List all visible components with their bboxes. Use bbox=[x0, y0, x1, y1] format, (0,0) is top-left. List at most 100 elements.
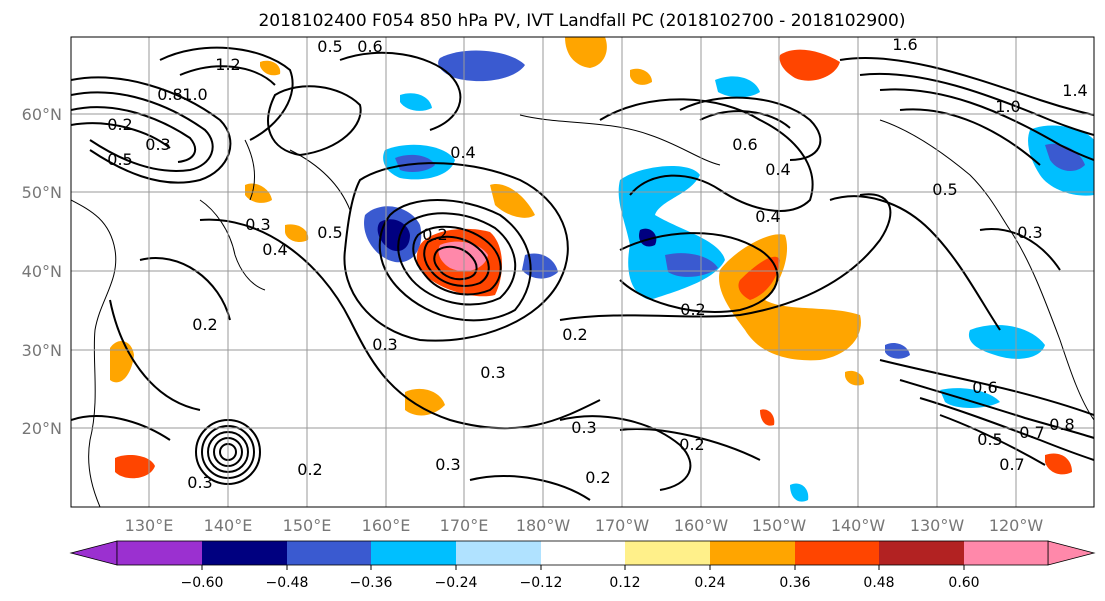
colorbar-segment bbox=[117, 541, 202, 565]
contour-18 bbox=[679, 96, 822, 161]
contour-28 bbox=[899, 379, 1094, 439]
contour-label: 0.5 bbox=[317, 223, 342, 242]
lon-label-130w: 130°W bbox=[910, 516, 965, 535]
coast-japan bbox=[199, 199, 266, 291]
contour-label: 0.3 bbox=[187, 473, 212, 492]
shade-neg-g bbox=[639, 228, 657, 247]
shade-neg-k bbox=[1045, 143, 1085, 172]
contour-label: 0.2 bbox=[679, 435, 704, 454]
shade-neg-p bbox=[885, 343, 910, 359]
contour-label: 0.7 bbox=[1019, 423, 1044, 442]
shade-pos-o bbox=[760, 409, 775, 426]
map-panel: 0.5 0.6 1.2 1.0 0.8 0.2 0.3 0.5 0.4 0.5 … bbox=[71, 35, 1094, 507]
colorbar-tick-label: 0.36 bbox=[779, 575, 810, 591]
lat-label-40n: 40°N bbox=[22, 262, 62, 281]
shade-pos-i bbox=[565, 37, 607, 68]
contour-9 bbox=[378, 199, 532, 322]
coast-asia bbox=[71, 199, 117, 507]
shade-neg-m bbox=[940, 388, 1000, 408]
contour-label: 0.2 bbox=[562, 325, 587, 344]
contour-label: 0.4 bbox=[262, 240, 287, 259]
colorbar-tick-label: 0.12 bbox=[609, 575, 640, 591]
colorbar-segment bbox=[964, 541, 1048, 565]
contour-25 bbox=[879, 88, 1094, 161]
contour-27 bbox=[879, 359, 1094, 416]
contour-label: 0.3 bbox=[480, 363, 505, 382]
colorbar-tick-label: 0.24 bbox=[694, 575, 725, 591]
contour-36 bbox=[71, 415, 171, 441]
contour-30 bbox=[939, 414, 1046, 466]
contour-label: 0.2 bbox=[585, 468, 610, 487]
shade-pos-q bbox=[260, 60, 281, 76]
contour-35 bbox=[109, 299, 201, 411]
colorbar-tick-label: −0.12 bbox=[520, 575, 563, 591]
lon-label-140w: 140°W bbox=[831, 516, 886, 535]
contour-label: 0.4 bbox=[755, 207, 780, 226]
colorbar-tick-label: −0.36 bbox=[350, 575, 393, 591]
contour-17 bbox=[599, 98, 814, 212]
colorbar-segment bbox=[541, 541, 625, 565]
colorbar-segment bbox=[202, 541, 287, 565]
coast-aleutians bbox=[519, 114, 721, 166]
shade-pos-l bbox=[285, 224, 309, 243]
contour-label: 0.8 bbox=[1049, 415, 1074, 434]
contour-label: 0.7 bbox=[999, 455, 1024, 474]
contour-7 bbox=[267, 85, 362, 157]
lon-label-160e: 160°E bbox=[362, 516, 411, 535]
shade-pos-j bbox=[779, 49, 840, 81]
shade-pos-d bbox=[738, 256, 780, 300]
shade-pos-f bbox=[405, 388, 445, 416]
lon-label-150e: 150°E bbox=[283, 516, 332, 535]
contour-15 bbox=[199, 218, 601, 430]
contour-label: 0.3 bbox=[1017, 223, 1042, 242]
lat-label-50n: 50°N bbox=[22, 183, 62, 202]
colorbar-segment bbox=[625, 541, 710, 565]
lat-label-20n: 20°N bbox=[22, 419, 62, 438]
colorbar-segment bbox=[710, 541, 795, 565]
contour-24 bbox=[859, 72, 1094, 136]
contour-32 bbox=[559, 415, 692, 491]
lon-label-140e: 140°E bbox=[204, 516, 253, 535]
colorbar-ticks bbox=[201, 565, 965, 570]
lat-label-60n: 60°N bbox=[22, 105, 62, 124]
shade-pos-m bbox=[1045, 453, 1072, 475]
colorbar-tick-label: −0.48 bbox=[266, 575, 309, 591]
colorbar-tick-label: 0.60 bbox=[948, 575, 979, 591]
contour-10 bbox=[397, 212, 517, 306]
contour-label: 1.2 bbox=[215, 55, 240, 74]
coast-sakhalin bbox=[244, 139, 255, 201]
colorbar-extend-min bbox=[69, 540, 118, 566]
contour-label: 0.6 bbox=[357, 37, 382, 56]
contour-23 bbox=[839, 57, 1094, 116]
contour-label: 1.6 bbox=[892, 35, 917, 54]
contour-8 bbox=[339, 51, 462, 131]
lon-label-150w: 150°W bbox=[752, 516, 807, 535]
colorbar-tick-label: −0.60 bbox=[181, 575, 224, 591]
contour-label: 0.3 bbox=[245, 215, 270, 234]
shade-pos-n bbox=[845, 370, 865, 386]
contour-label: 0.5 bbox=[932, 180, 957, 199]
contour-label: 0.5 bbox=[317, 37, 342, 56]
contour-5 bbox=[159, 46, 294, 141]
lon-label-170w: 170°W bbox=[595, 516, 650, 535]
contour-label: 0.3 bbox=[372, 335, 397, 354]
contour-34 bbox=[619, 428, 761, 461]
shade-neg-o bbox=[400, 93, 432, 111]
contour-label: 0.6 bbox=[972, 378, 997, 397]
contour-33 bbox=[469, 475, 591, 501]
coast-na-west bbox=[1009, 229, 1094, 421]
contour-14 bbox=[343, 162, 569, 342]
contour-3 bbox=[71, 106, 197, 163]
colorbar-segment bbox=[879, 541, 964, 565]
shade-pos-p bbox=[630, 68, 652, 85]
contour-29 bbox=[919, 397, 1094, 461]
lon-label-170e: 170°E bbox=[440, 516, 489, 535]
lon-label-160w: 160°W bbox=[674, 516, 729, 535]
colorbar: −0.60 −0.48 −0.36 −0.24 −0.12 0.12 0.24 … bbox=[69, 540, 1096, 591]
shade-neg-n bbox=[715, 76, 760, 98]
shade-pos-c bbox=[719, 234, 861, 361]
lat-label-30n: 30°N bbox=[22, 341, 62, 360]
contour-label: 0.3 bbox=[145, 135, 170, 154]
contour-label: 1.4 bbox=[1062, 81, 1087, 100]
